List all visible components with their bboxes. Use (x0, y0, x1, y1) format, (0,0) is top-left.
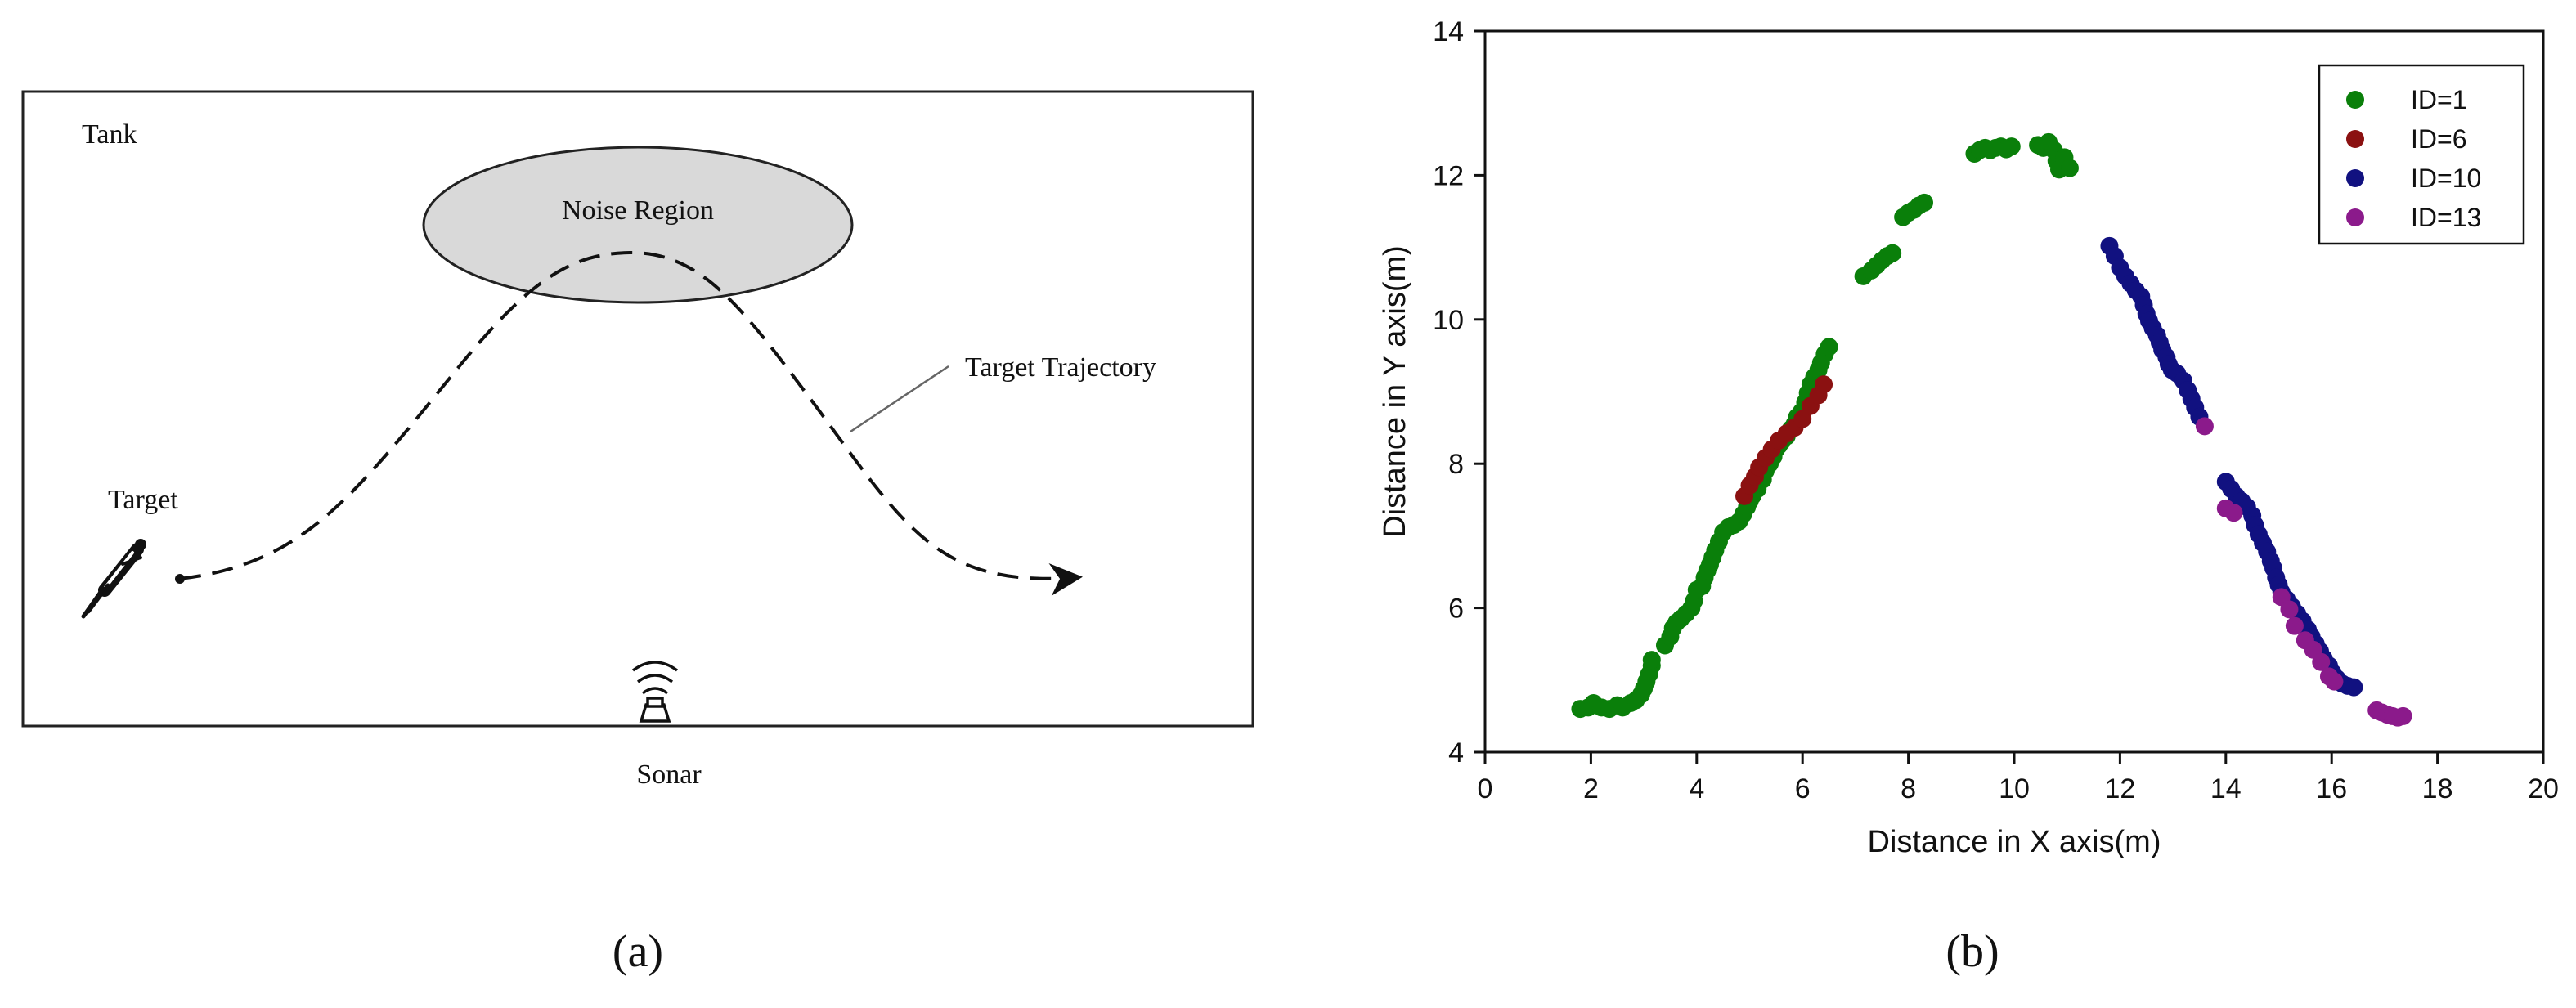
panel-b-chart: 0 2 4 6 8 10 12 14 16 18 20 4 6 8 10 12 14 Distance in … (1378, 16, 2559, 977)
scatter-points (1571, 132, 2412, 727)
x-tick-label: 8 (1901, 773, 1916, 804)
noise-region (422, 146, 854, 304)
x-axis-label: Distance in X axis(m) (1868, 825, 2161, 859)
legend-label: ID=6 (2411, 124, 2466, 154)
x-tick-label: 6 (1795, 773, 1811, 804)
y-tick-label: 6 (1448, 594, 1464, 625)
legend-marker (2346, 91, 2364, 109)
sonar-icon (631, 661, 679, 723)
x-tick-label: 4 (1689, 773, 1704, 804)
trajectory-label: Target Trajectory (965, 352, 1156, 383)
point-id-1 (1642, 651, 1661, 670)
x-tick-label: 2 (1583, 773, 1599, 804)
x-axis-ticks: 0 2 4 6 8 10 12 14 16 18 20 (1478, 752, 2559, 804)
point-id-13 (2394, 706, 2412, 725)
point-id-6 (1793, 410, 1812, 428)
point-id-13 (2285, 616, 2304, 635)
tank-label: Tank (82, 119, 137, 150)
legend: ID=1 ID=6 ID=10 ID=13 (2318, 64, 2525, 245)
legend-marker (2346, 130, 2364, 148)
x-tick-label: 0 (1478, 773, 1493, 804)
y-tick-label: 10 (1433, 305, 1464, 336)
panel-a-schematic: Tank Noise Region Target Trajectory Targ… (21, 90, 1254, 977)
point-id-13 (2224, 504, 2243, 522)
point-id-1 (2060, 159, 2079, 177)
point-id-1 (1820, 338, 1838, 356)
panel-b-caption: (b) (1945, 926, 1999, 977)
point-id-13 (2325, 672, 2344, 691)
x-tick-label: 14 (2210, 773, 2242, 804)
trajectory-label-leader (850, 365, 949, 433)
legend-label: ID=1 (2411, 85, 2466, 114)
y-tick-label: 12 (1433, 160, 1464, 191)
trajectory-start-dot (175, 574, 185, 584)
target-label: Target (108, 485, 178, 515)
point-id-13 (2195, 417, 2214, 436)
legend-marker (2346, 169, 2364, 187)
point-id-10 (2345, 678, 2363, 697)
legend-label: ID=10 (2411, 164, 2481, 193)
legend-label: ID=13 (2411, 203, 2481, 232)
legend-items: ID=1 ID=6 ID=10 ID=13 (2346, 85, 2481, 232)
x-tick-label: 16 (2316, 773, 2347, 804)
point-id-1 (1915, 193, 1934, 212)
x-tick-label: 12 (2104, 773, 2135, 804)
y-axis-label: Distance in Y axis(m) (1378, 245, 1412, 538)
y-axis-ticks: 4 6 8 10 12 14 (1433, 16, 1485, 768)
point-id-1 (1883, 244, 1902, 262)
point-id-1 (2002, 137, 2021, 156)
panel-a-caption: (a) (613, 926, 663, 977)
point-id-13 (2312, 652, 2331, 671)
x-tick-label: 20 (2528, 773, 2559, 804)
sonar-label: Sonar (636, 759, 702, 790)
target-trajectory-path (179, 250, 1083, 596)
diver-icon (81, 539, 146, 619)
y-tick-label: 8 (1448, 449, 1464, 480)
point-id-13 (2280, 600, 2299, 619)
y-tick-label: 14 (1433, 16, 1464, 47)
y-tick-label: 4 (1448, 737, 1464, 768)
x-tick-label: 18 (2422, 773, 2453, 804)
noise-region-label: Noise Region (562, 195, 714, 226)
x-tick-label: 10 (1999, 773, 2030, 804)
point-id-6 (1815, 375, 1833, 394)
legend-marker (2346, 208, 2364, 226)
